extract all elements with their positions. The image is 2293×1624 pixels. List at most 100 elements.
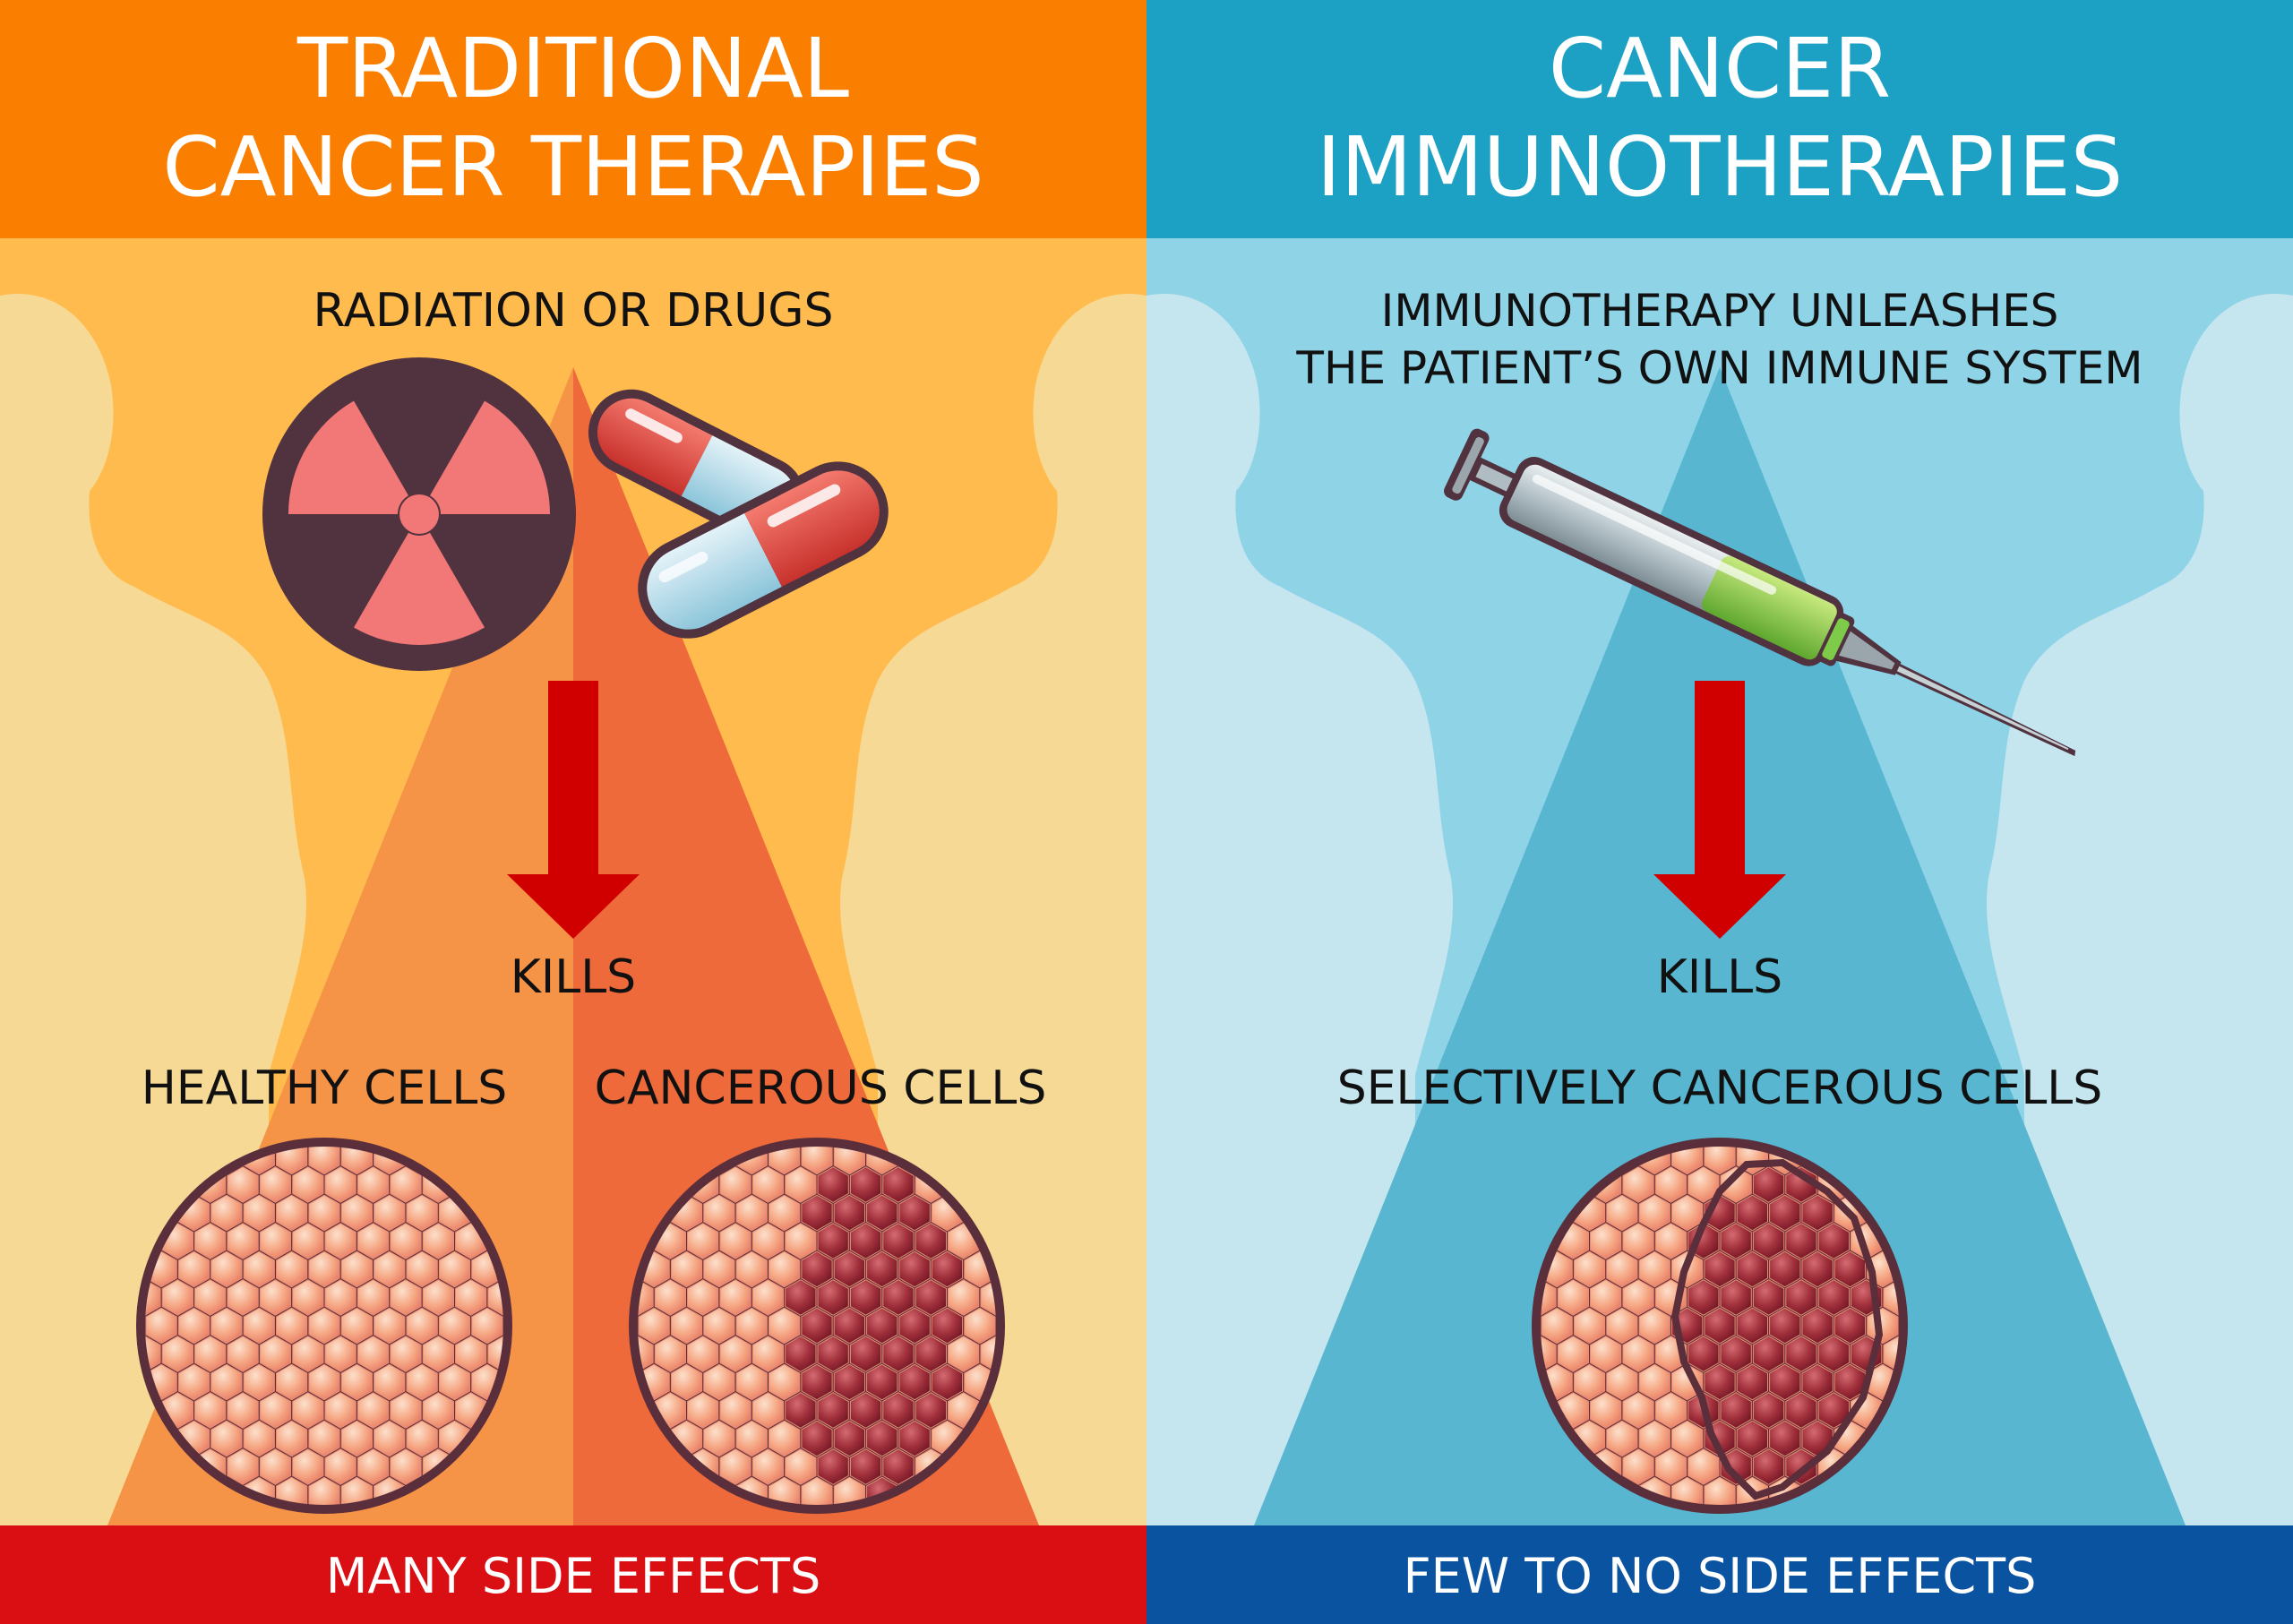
cell bbox=[340, 1250, 373, 1288]
cell bbox=[735, 1194, 768, 1232]
cell bbox=[340, 1420, 373, 1457]
cell bbox=[769, 1420, 801, 1457]
cell bbox=[210, 1250, 243, 1288]
cell bbox=[390, 1166, 422, 1203]
cell bbox=[324, 1223, 356, 1259]
cell bbox=[1736, 1307, 1768, 1345]
cell bbox=[703, 1363, 735, 1401]
cell bbox=[1817, 1223, 1850, 1259]
left-footer-label: MANY SIDE EFFECTS bbox=[326, 1548, 820, 1604]
cell bbox=[210, 1194, 243, 1232]
cell bbox=[833, 1420, 865, 1457]
cell bbox=[1541, 1307, 1573, 1345]
cell bbox=[769, 1194, 801, 1232]
cell bbox=[1590, 1392, 1622, 1429]
cell bbox=[1573, 1250, 1606, 1288]
cell bbox=[487, 1336, 503, 1372]
cell bbox=[849, 1279, 882, 1316]
cell bbox=[735, 1250, 768, 1288]
cell bbox=[785, 1166, 817, 1203]
cell bbox=[898, 1363, 931, 1401]
cell bbox=[785, 1223, 817, 1259]
cell bbox=[1688, 1279, 1720, 1316]
left-title-line2: CANCER THERAPIES bbox=[162, 119, 983, 215]
cell bbox=[1736, 1194, 1768, 1232]
cell bbox=[1769, 1250, 1801, 1288]
cell bbox=[1606, 1363, 1638, 1401]
right-footer-label: FEW TO NO SIDE EFFECTS bbox=[1404, 1548, 2037, 1604]
cell bbox=[1785, 1336, 1817, 1372]
cell bbox=[898, 1194, 931, 1232]
cell bbox=[1557, 1336, 1589, 1372]
cell bbox=[390, 1279, 422, 1316]
cell bbox=[687, 1336, 719, 1372]
cell bbox=[769, 1307, 801, 1345]
cell bbox=[687, 1392, 719, 1429]
cell bbox=[390, 1336, 422, 1372]
cell bbox=[751, 1392, 785, 1429]
cell bbox=[1736, 1420, 1768, 1457]
cell bbox=[882, 1223, 915, 1259]
cell bbox=[785, 1336, 817, 1372]
cell bbox=[866, 1420, 898, 1457]
healthy-cells-label: HEALTHY CELLS bbox=[142, 1061, 508, 1115]
cell bbox=[785, 1392, 817, 1429]
cell bbox=[243, 1250, 275, 1288]
cell bbox=[785, 1448, 817, 1485]
cell bbox=[243, 1363, 275, 1401]
cell bbox=[703, 1420, 735, 1457]
cell bbox=[980, 1279, 996, 1316]
cell bbox=[1573, 1307, 1606, 1345]
right-panel: CANCER IMMUNOTHERAPIES IMMUNOTHERAPY UNL… bbox=[1146, 0, 2293, 1624]
cell bbox=[1622, 1223, 1654, 1259]
cell bbox=[1671, 1420, 1704, 1457]
cell bbox=[964, 1307, 996, 1345]
cell bbox=[292, 1223, 324, 1259]
cell bbox=[719, 1223, 751, 1259]
cell bbox=[177, 1250, 210, 1288]
cell bbox=[1606, 1194, 1638, 1232]
cell bbox=[308, 1476, 340, 1505]
cell bbox=[1752, 1223, 1785, 1259]
cell bbox=[292, 1279, 324, 1316]
cell bbox=[1638, 1250, 1670, 1288]
right-subtitle-line1: IMMUNOTHERAPY UNLEASHES bbox=[1381, 285, 2059, 337]
cell bbox=[915, 1392, 947, 1429]
cell bbox=[308, 1250, 340, 1288]
cell bbox=[1704, 1307, 1736, 1345]
cell bbox=[1785, 1223, 1817, 1259]
cell bbox=[1769, 1363, 1801, 1401]
cell bbox=[1654, 1166, 1688, 1203]
cell bbox=[292, 1392, 324, 1429]
cell bbox=[882, 1279, 915, 1316]
syringe-icon bbox=[1444, 428, 2076, 757]
cell bbox=[1752, 1336, 1785, 1372]
cell bbox=[1736, 1250, 1768, 1288]
cell bbox=[374, 1420, 406, 1457]
cell bbox=[817, 1279, 849, 1316]
cell bbox=[1817, 1336, 1850, 1372]
cell bbox=[1622, 1166, 1654, 1203]
cell bbox=[145, 1307, 177, 1345]
cell bbox=[227, 1392, 259, 1429]
cell bbox=[751, 1166, 785, 1203]
cell bbox=[324, 1166, 356, 1203]
cell bbox=[931, 1250, 964, 1288]
cell bbox=[292, 1166, 324, 1203]
cell bbox=[227, 1166, 259, 1203]
cell bbox=[356, 1223, 390, 1259]
cell bbox=[1736, 1363, 1768, 1401]
cell bbox=[1720, 1392, 1752, 1429]
cell bbox=[210, 1420, 243, 1457]
cell bbox=[719, 1448, 751, 1485]
cell bbox=[292, 1336, 324, 1372]
cell bbox=[243, 1307, 275, 1345]
cell bbox=[769, 1250, 801, 1288]
cell bbox=[670, 1363, 703, 1401]
cell bbox=[487, 1279, 503, 1316]
cell bbox=[638, 1336, 654, 1372]
cell bbox=[849, 1223, 882, 1259]
cell bbox=[882, 1166, 915, 1203]
cell bbox=[276, 1307, 308, 1345]
cell bbox=[915, 1279, 947, 1316]
